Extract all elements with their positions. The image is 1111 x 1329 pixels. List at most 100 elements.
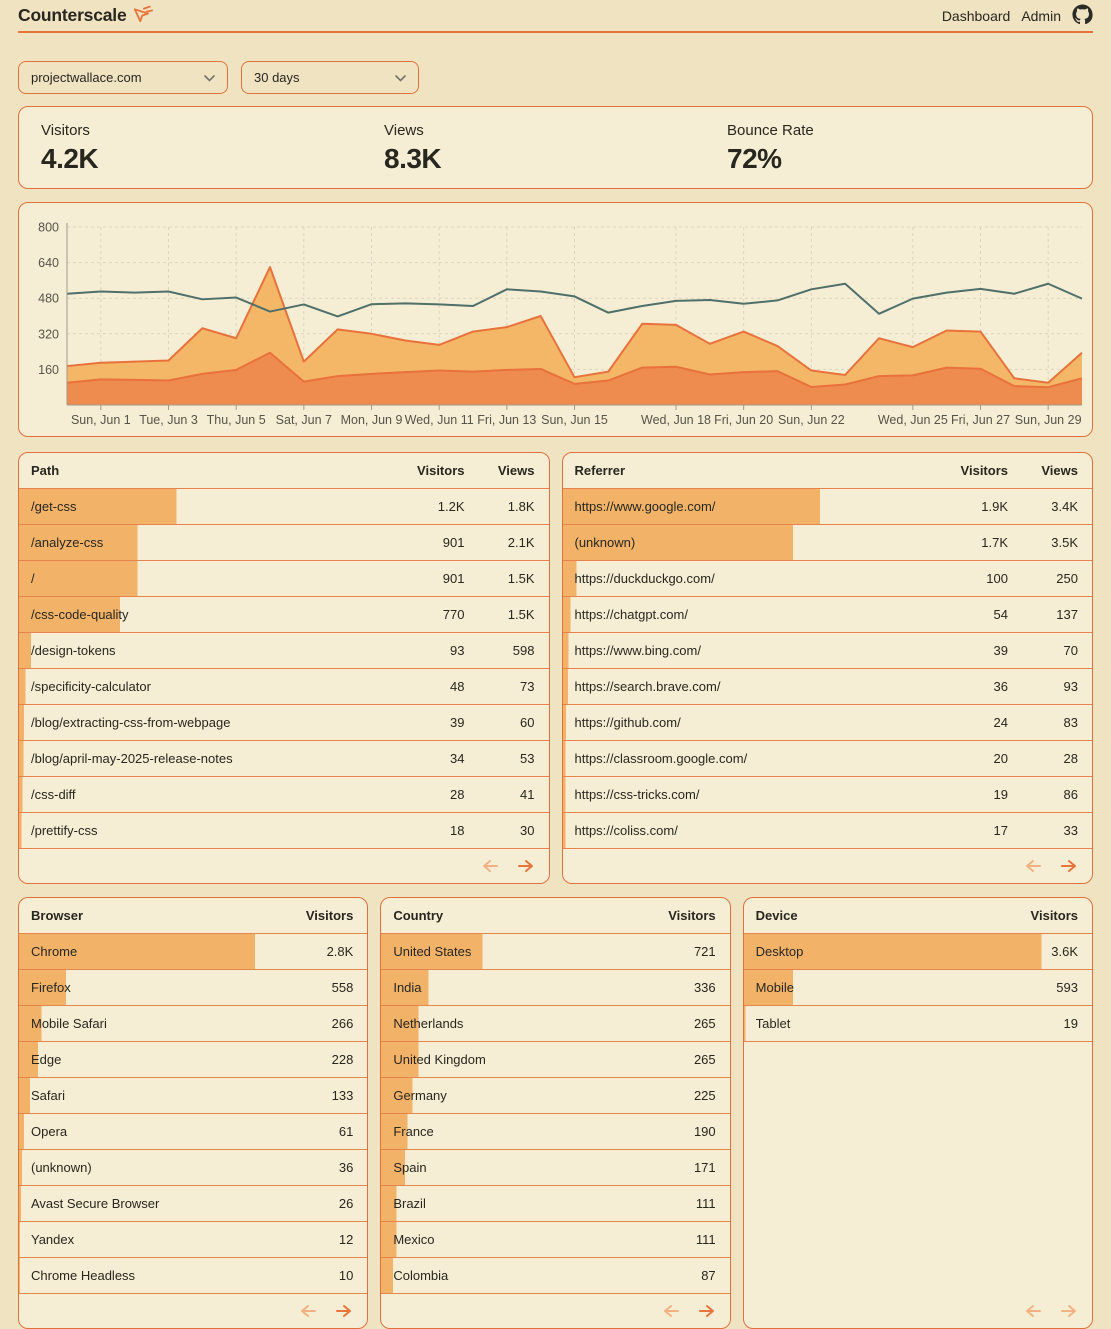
top-nav: Dashboard Admin [941, 3, 1093, 28]
row-value: 225 [693, 1088, 716, 1103]
svg-text:Sun, Jun 22: Sun, Jun 22 [778, 413, 845, 427]
column-header: Views [1041, 463, 1078, 478]
row-value: 86 [1063, 787, 1078, 802]
table-row: /specificity-calculator 48 73 [19, 669, 549, 705]
svg-text:Wed, Jun 18: Wed, Jun 18 [641, 413, 711, 427]
table-row: Chrome Headless 10 [19, 1258, 368, 1294]
next-page-button[interactable] [698, 1304, 716, 1318]
table-row: Colombia 87 [381, 1258, 730, 1294]
prev-page-button[interactable] [1024, 859, 1042, 873]
svg-text:Tue, Jun 3: Tue, Jun 3 [139, 413, 198, 427]
table-row: Mobile Safari 266 [19, 1006, 368, 1042]
stat-visitors: Visitors 4.2K [41, 122, 384, 175]
date-range-value: 30 days [254, 70, 300, 85]
column-header: Visitors [417, 463, 465, 478]
stat-label: Bounce Rate [727, 122, 814, 139]
filter-bar: projectwallace.com 30 days [18, 61, 1093, 94]
stat-bounce-rate: Bounce Rate 72% [727, 122, 1070, 175]
row-label: /design-tokens [31, 643, 116, 658]
table-row: /get-css 1.2K 1.8K [19, 489, 549, 525]
table-pagination [19, 1294, 367, 1328]
timeseries-chart: 160 320 480 640 800 Sun, Jun 1 Tue, Jun 3 Thu, … [19, 203, 1092, 436]
svg-text:320: 320 [38, 327, 59, 341]
table-row: Opera 61 [19, 1114, 368, 1150]
svg-text:Fri, Jun 20: Fri, Jun 20 [714, 413, 773, 427]
row-value: 1.8K [507, 499, 535, 514]
row-value: 228 [331, 1052, 354, 1067]
row-label: (unknown) [574, 535, 636, 550]
table-row: /design-tokens 93 598 [19, 633, 549, 669]
row-label: Colombia [393, 1268, 449, 1283]
next-page-button[interactable] [1060, 859, 1078, 873]
row-value: 39 [450, 715, 465, 730]
table-pagination [381, 1294, 729, 1328]
row-label: Mexico [393, 1232, 435, 1247]
cursor-arrow-icon [132, 3, 154, 28]
table-row: Mobile 593 [743, 970, 1092, 1006]
table-header-row: Browser Visitors [19, 898, 368, 934]
row-value: 1.9K [981, 499, 1008, 514]
row-value: 28 [1063, 751, 1078, 766]
row-label: https://search.brave.com/ [574, 679, 721, 694]
column-header: Visitors [305, 908, 354, 923]
row-value: 19 [993, 787, 1008, 802]
nav-dashboard-link[interactable]: Dashboard [941, 7, 1011, 24]
prev-page-button[interactable] [299, 1304, 317, 1318]
row-value: 73 [520, 679, 535, 694]
table-row: /blog/april-may-2025-release-notes 34 53 [19, 741, 549, 777]
country-table-card: Country Visitors United States 721 India 336 N… [380, 897, 731, 1329]
site-select[interactable]: projectwallace.com [18, 61, 228, 94]
tables-row-2: Browser Visitors Chrome 2.8K Firefox 558 Mobil… [18, 897, 1093, 1329]
table-row: Safari 133 [19, 1078, 368, 1114]
row-value: 336 [693, 980, 716, 995]
row-label: https://chatgpt.com/ [574, 607, 688, 622]
row-label: Chrome [31, 944, 78, 959]
prev-page-button[interactable] [1024, 1304, 1042, 1318]
table-row: Firefox 558 [19, 970, 368, 1006]
column-header: Visitors [668, 908, 716, 923]
svg-text:Wed, Jun 11: Wed, Jun 11 [405, 413, 474, 427]
prev-page-button[interactable] [481, 859, 499, 873]
row-label: /analyze-css [31, 535, 104, 550]
row-value: 10 [338, 1268, 354, 1283]
table-row: Desktop 3.6K [743, 934, 1092, 970]
next-page-button[interactable] [1060, 1304, 1078, 1318]
date-range-select[interactable]: 30 days [241, 61, 419, 94]
row-value: 2.1K [507, 535, 535, 550]
row-value: 1.7K [981, 535, 1008, 550]
github-icon [1072, 3, 1093, 28]
row-label: Chrome Headless [31, 1268, 136, 1283]
row-value: 250 [1056, 571, 1078, 586]
stats-summary-card: Visitors 4.2K Views 8.3K Bounce Rate 72% [18, 106, 1093, 189]
row-value: 770 [442, 607, 465, 622]
row-label: Desktop [755, 944, 804, 959]
table-title: Path [31, 463, 60, 478]
row-label: Brazil [393, 1196, 426, 1211]
row-label: France [393, 1124, 434, 1139]
svg-text:Thu, Jun 5: Thu, Jun 5 [207, 413, 266, 427]
row-value: 34 [450, 751, 465, 766]
next-page-button[interactable] [335, 1304, 353, 1318]
table-row: (unknown) 1.7K 3.5K [562, 525, 1092, 561]
table-row: Chrome 2.8K [19, 934, 368, 970]
row-value: 598 [512, 643, 535, 658]
row-label: /blog/extracting-css-from-webpage [31, 715, 231, 730]
row-value: 28 [450, 787, 465, 802]
row-value: 36 [338, 1160, 354, 1175]
svg-text:Fri, Jun 13: Fri, Jun 13 [477, 413, 536, 427]
row-value: 53 [520, 751, 535, 766]
row-label: Firefox [31, 980, 71, 995]
github-link[interactable] [1072, 3, 1093, 28]
row-value: 721 [693, 944, 716, 959]
nav-admin-link[interactable]: Admin [1021, 7, 1061, 24]
prev-page-button[interactable] [662, 1304, 680, 1318]
tables-row-1: Path Visitors Views/get-css 1.2K 1.8K/analyz… [18, 452, 1093, 884]
row-label: Spain [393, 1160, 427, 1175]
next-page-button[interactable] [517, 859, 535, 873]
table-row: United States 721 [381, 934, 730, 970]
row-label: /get-css [31, 499, 77, 514]
row-label: https://github.com/ [574, 715, 681, 730]
row-value: 83 [1063, 715, 1078, 730]
app-logo[interactable]: Counterscale [18, 3, 154, 28]
svg-text:480: 480 [38, 292, 59, 306]
